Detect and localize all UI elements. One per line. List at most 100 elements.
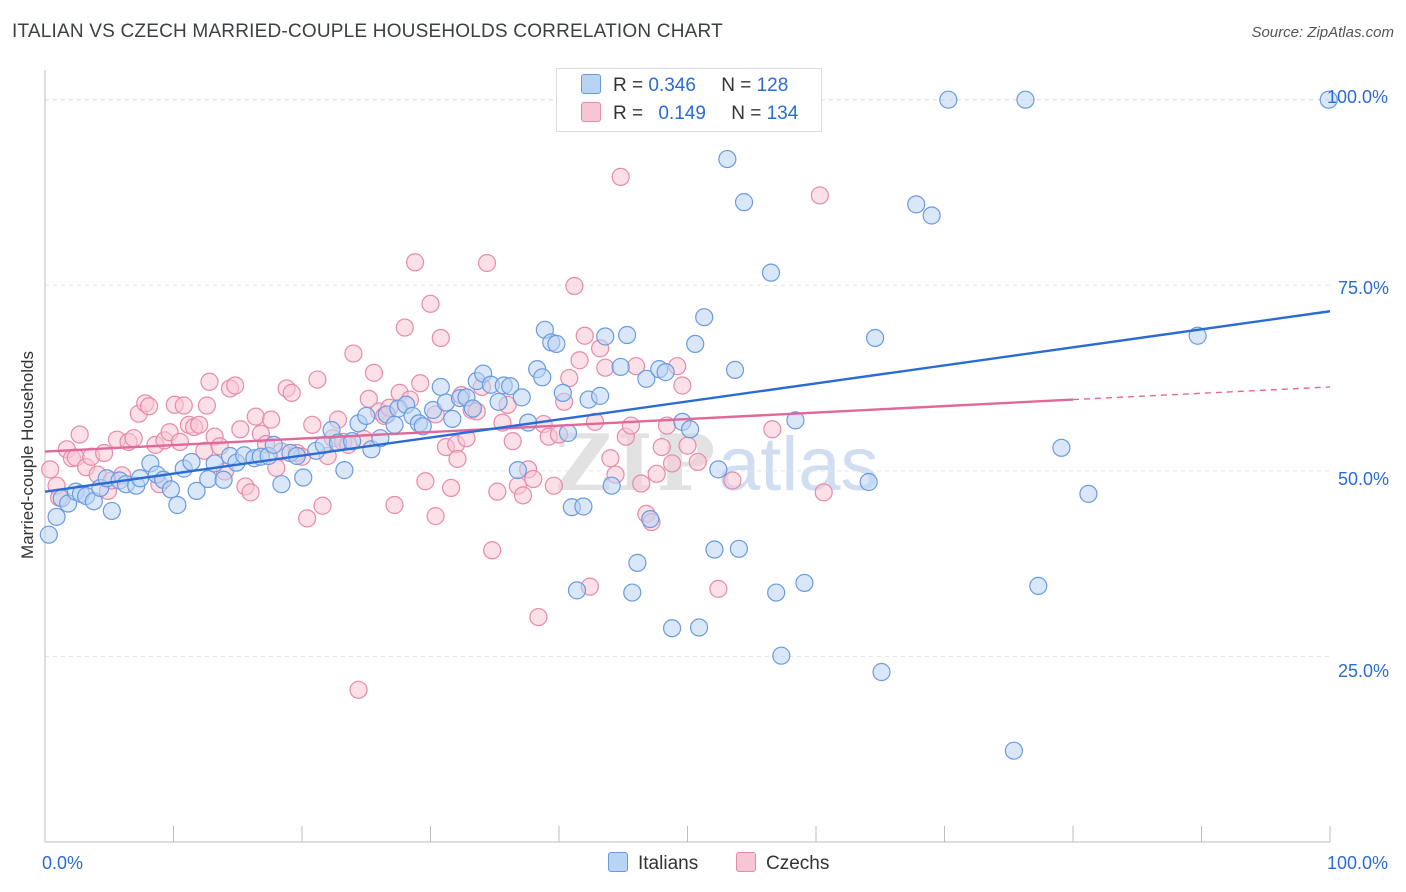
czechs-point (673, 376, 692, 395)
italians-point (199, 469, 218, 489)
czechs-point (601, 449, 620, 468)
legend-n-label: N = (721, 75, 752, 96)
italians-point (558, 423, 578, 443)
y-tick-label: 50.0% (1338, 469, 1390, 489)
czechs-trend-extension (1072, 386, 1331, 401)
czechs-point (395, 318, 414, 337)
czechs-point (308, 370, 327, 389)
italians-point (795, 573, 814, 593)
czechs-point (226, 376, 245, 395)
legend-n-value: 128 (756, 75, 789, 96)
italians-point (761, 263, 781, 282)
italians-point (187, 481, 206, 500)
italians-point (1029, 576, 1048, 596)
czechs-point (241, 483, 260, 502)
legend-r-value: 0.149 (658, 103, 706, 124)
czechs-point (647, 464, 666, 483)
italians-point (385, 415, 404, 434)
italians-points (39, 90, 1338, 760)
czechs-point (503, 432, 522, 451)
italians-point (628, 553, 647, 572)
italians-point (662, 619, 682, 638)
bottom-legend-czechs: Czechs (736, 852, 829, 875)
legend-row-czechs: R = 0.149 N = 134 (581, 102, 798, 128)
italians-point (431, 377, 450, 397)
italians-point (533, 368, 552, 387)
czechs-point (385, 495, 404, 515)
czechs-point (170, 432, 190, 451)
czechs-point (524, 469, 543, 489)
italians-point (686, 334, 705, 354)
italians-point (637, 369, 656, 388)
y-axis-label: Married-couple Households (18, 351, 37, 559)
czechs-point (814, 483, 833, 502)
legend-row-italians: R = 0.346 N = 128 (581, 74, 788, 100)
czechs-point (231, 420, 250, 439)
czechs-point (411, 374, 430, 393)
czechs-point (282, 383, 301, 403)
italians-point (618, 325, 637, 345)
italians-point (182, 452, 201, 472)
czechs-point (405, 253, 425, 272)
czechs-point (262, 410, 281, 429)
czechs-point (303, 415, 322, 434)
italians-point (357, 406, 376, 426)
italians-point (1319, 90, 1338, 109)
italians-point (574, 497, 593, 516)
czechs-point (544, 476, 563, 495)
italians-point (695, 308, 714, 327)
italians-point (272, 475, 291, 494)
italians-point (47, 507, 66, 526)
italians-point (729, 539, 749, 558)
legend-r-value: 0.346 (648, 75, 696, 96)
czechs-point (364, 363, 384, 382)
czechs-point (246, 407, 265, 426)
chart-title: ITALIAN VS CZECH MARRIED-COUPLE HOUSEHOL… (12, 21, 723, 42)
italians-point (489, 392, 508, 411)
italians-point (772, 646, 791, 665)
legend-n-value: 134 (766, 103, 799, 124)
source-credit: Source: ZipAtlas.com (1251, 24, 1394, 41)
czechs-point (662, 454, 682, 473)
y-tick-label: 75.0% (1338, 278, 1390, 298)
italians-point (922, 206, 941, 225)
czechs-point (313, 496, 332, 515)
czechs-swatch-icon (736, 852, 756, 872)
italians-point (705, 540, 724, 559)
italians-point (596, 327, 615, 346)
czechs-point (575, 326, 594, 345)
italians-swatch-icon (581, 74, 601, 94)
czechs-point (570, 351, 589, 370)
czechs-point (529, 607, 548, 627)
italians-point (734, 193, 754, 212)
bottom-legend-italians: Italians (608, 852, 698, 875)
italians-point (939, 90, 958, 109)
italians-point (547, 334, 566, 354)
italians-point (294, 468, 313, 487)
x-tick-label: 0.0% (42, 853, 84, 873)
legend-n-label: N = (731, 103, 762, 124)
czechs-point (596, 358, 615, 377)
italians-point (508, 461, 527, 480)
italians-swatch-icon (608, 852, 628, 872)
x-tick-label: 100.0% (1327, 853, 1389, 873)
czechs-point (513, 486, 533, 505)
czechs-point (810, 186, 829, 205)
czechs-point (344, 344, 363, 363)
czechs-point (190, 415, 209, 434)
czechs-point (632, 474, 651, 493)
italians-point (501, 377, 520, 396)
italians-point (866, 328, 885, 348)
czechs-point (448, 449, 467, 469)
czechs-point (621, 416, 641, 435)
italians-point (553, 383, 572, 403)
italians-point (725, 360, 745, 379)
italians-point (1052, 438, 1071, 457)
svg-text:atlas: atlas (718, 422, 879, 507)
czechs-point (421, 294, 440, 313)
czechs-point (565, 276, 584, 296)
italians-point (463, 399, 483, 418)
italians-point (680, 420, 700, 439)
czechs-point (70, 425, 89, 444)
italians-point (443, 409, 462, 428)
